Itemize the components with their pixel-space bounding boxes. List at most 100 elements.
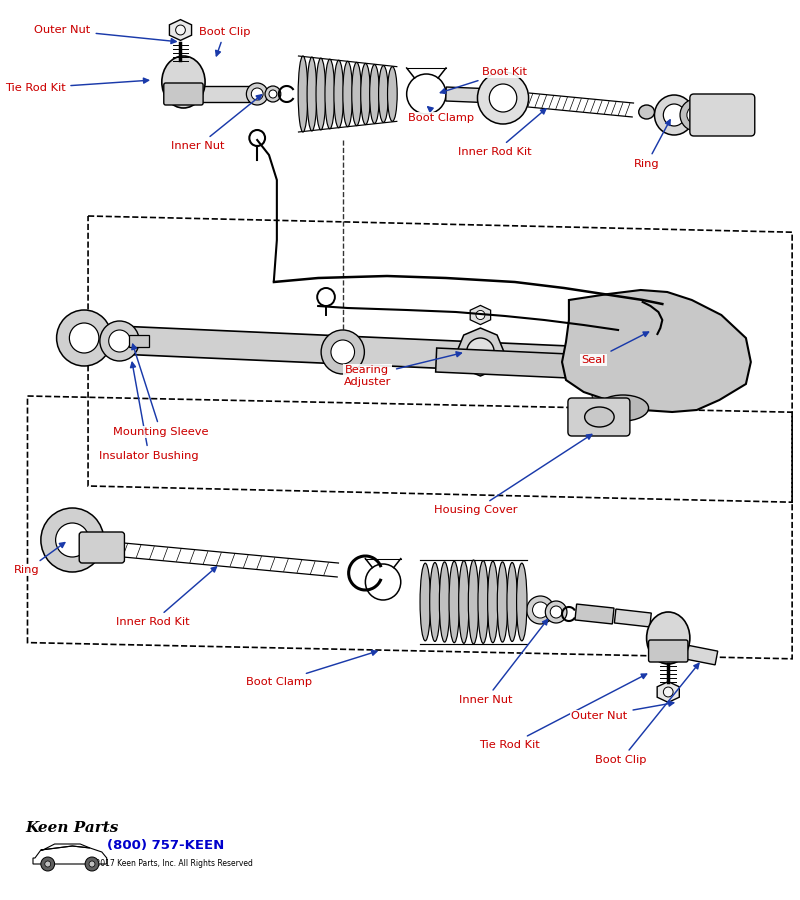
Circle shape bbox=[321, 330, 364, 374]
FancyBboxPatch shape bbox=[164, 83, 203, 105]
Text: Boot Clamp: Boot Clamp bbox=[246, 651, 377, 687]
Text: Inner Rod Kit: Inner Rod Kit bbox=[116, 617, 190, 627]
FancyBboxPatch shape bbox=[649, 640, 688, 662]
Circle shape bbox=[265, 86, 281, 102]
Polygon shape bbox=[72, 324, 570, 374]
Circle shape bbox=[654, 95, 694, 135]
Ellipse shape bbox=[307, 57, 317, 130]
Text: Housing Cover: Housing Cover bbox=[434, 505, 518, 515]
Text: Inner Nut: Inner Nut bbox=[458, 695, 512, 705]
Polygon shape bbox=[685, 645, 718, 665]
Circle shape bbox=[663, 687, 673, 697]
Polygon shape bbox=[657, 681, 679, 702]
Text: Inner Nut: Inner Nut bbox=[171, 94, 262, 151]
Polygon shape bbox=[457, 328, 504, 376]
Circle shape bbox=[41, 508, 104, 572]
Circle shape bbox=[331, 340, 354, 364]
Text: Boot Kit: Boot Kit bbox=[440, 67, 527, 94]
Text: Ring: Ring bbox=[634, 159, 659, 169]
Circle shape bbox=[85, 857, 99, 871]
Ellipse shape bbox=[316, 58, 326, 130]
Circle shape bbox=[478, 72, 529, 124]
Text: Tie Rod Kit: Tie Rod Kit bbox=[479, 740, 540, 750]
Circle shape bbox=[89, 861, 95, 867]
Text: Outer Nut: Outer Nut bbox=[34, 25, 176, 43]
Text: Inner Rod Kit: Inner Rod Kit bbox=[458, 109, 546, 157]
Ellipse shape bbox=[498, 562, 508, 642]
Circle shape bbox=[246, 83, 268, 105]
Circle shape bbox=[176, 25, 186, 35]
Circle shape bbox=[70, 323, 99, 353]
Circle shape bbox=[550, 606, 562, 618]
Polygon shape bbox=[470, 305, 490, 325]
Circle shape bbox=[466, 338, 494, 366]
Text: Boot Clamp: Boot Clamp bbox=[408, 113, 474, 123]
Ellipse shape bbox=[598, 395, 649, 421]
Text: Inner Nut: Inner Nut bbox=[171, 141, 225, 151]
Text: Insulator Bushing: Insulator Bushing bbox=[99, 451, 199, 461]
Text: Boot Clip: Boot Clip bbox=[199, 27, 250, 37]
Ellipse shape bbox=[458, 561, 469, 644]
Ellipse shape bbox=[325, 59, 334, 129]
Text: Boot Clamp: Boot Clamp bbox=[408, 107, 474, 123]
Text: Bearing
Adjuster: Bearing Adjuster bbox=[344, 365, 391, 387]
Circle shape bbox=[476, 310, 485, 320]
Circle shape bbox=[687, 106, 705, 124]
Text: Outer Nut: Outer Nut bbox=[34, 25, 90, 35]
Circle shape bbox=[41, 857, 54, 871]
Text: Mounting Sleeve: Mounting Sleeve bbox=[113, 344, 209, 437]
Ellipse shape bbox=[387, 67, 397, 122]
FancyBboxPatch shape bbox=[18, 813, 245, 895]
Polygon shape bbox=[446, 87, 495, 103]
Polygon shape bbox=[575, 604, 614, 624]
Ellipse shape bbox=[334, 60, 343, 128]
Circle shape bbox=[533, 602, 548, 618]
Text: Mounting Sleeve: Mounting Sleeve bbox=[113, 427, 209, 437]
Text: Ring: Ring bbox=[14, 565, 40, 575]
Text: (800) 757-KEEN: (800) 757-KEEN bbox=[107, 839, 224, 851]
Text: Insulator Bushing: Insulator Bushing bbox=[99, 363, 199, 461]
Ellipse shape bbox=[488, 562, 498, 643]
Text: Inner Rod Kit: Inner Rod Kit bbox=[458, 147, 532, 157]
Ellipse shape bbox=[585, 407, 614, 427]
Ellipse shape bbox=[439, 562, 450, 642]
Ellipse shape bbox=[430, 562, 440, 642]
Text: Tie Rod Kit: Tie Rod Kit bbox=[479, 674, 646, 750]
Circle shape bbox=[57, 310, 112, 366]
Polygon shape bbox=[562, 290, 751, 412]
Text: Seal: Seal bbox=[582, 332, 649, 365]
Text: Tie Rod Kit: Tie Rod Kit bbox=[5, 83, 66, 93]
Text: Boot Clip: Boot Clip bbox=[595, 755, 646, 765]
Circle shape bbox=[269, 90, 277, 98]
Text: Ring: Ring bbox=[14, 543, 65, 575]
Text: Boot Clip: Boot Clip bbox=[199, 27, 250, 56]
Ellipse shape bbox=[162, 56, 205, 108]
Text: Boot Clamp: Boot Clamp bbox=[246, 677, 312, 687]
Text: Housing Cover: Housing Cover bbox=[434, 435, 592, 515]
Ellipse shape bbox=[517, 563, 527, 641]
Circle shape bbox=[680, 99, 711, 131]
FancyBboxPatch shape bbox=[690, 94, 754, 136]
Text: Boot Kit: Boot Kit bbox=[482, 67, 527, 77]
Text: Inner Rod Kit: Inner Rod Kit bbox=[116, 567, 217, 627]
FancyBboxPatch shape bbox=[568, 398, 630, 436]
Ellipse shape bbox=[361, 63, 370, 124]
Ellipse shape bbox=[449, 562, 459, 643]
Circle shape bbox=[56, 523, 89, 557]
Circle shape bbox=[100, 321, 139, 361]
Circle shape bbox=[526, 596, 554, 624]
Polygon shape bbox=[130, 335, 149, 347]
Text: Bearing
Adjuster: Bearing Adjuster bbox=[344, 352, 462, 387]
Text: Outer Nut: Outer Nut bbox=[571, 711, 627, 721]
Circle shape bbox=[663, 104, 685, 126]
Text: Ring: Ring bbox=[634, 120, 670, 169]
Text: Outer Nut: Outer Nut bbox=[571, 701, 674, 721]
Text: Seal: Seal bbox=[582, 355, 606, 365]
Polygon shape bbox=[614, 609, 651, 627]
Ellipse shape bbox=[298, 56, 308, 132]
Ellipse shape bbox=[420, 563, 430, 641]
Text: Boot Clip: Boot Clip bbox=[595, 663, 699, 765]
Ellipse shape bbox=[638, 105, 654, 119]
Circle shape bbox=[490, 84, 517, 112]
Text: ©2017 Keen Parts, Inc. All Rights Reserved: ©2017 Keen Parts, Inc. All Rights Reserv… bbox=[88, 860, 253, 868]
